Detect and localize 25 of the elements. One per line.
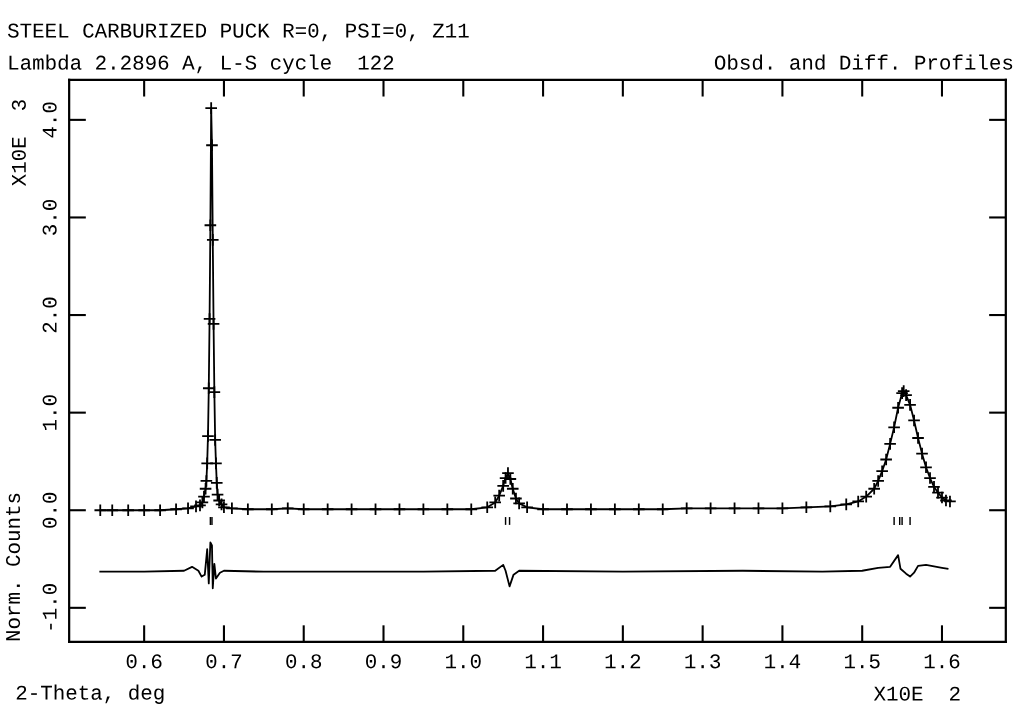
y-tick-label: 3.0 (42, 199, 57, 235)
chart-subtitle: Lambda 2.2896 A, L-S cycle 122 (9, 54, 394, 74)
y-tick-label: 4.0 (42, 102, 57, 138)
text: X10E 2 (873, 686, 960, 701)
x-axis-title: 2-Theta, deg (16, 684, 164, 704)
y-tick-label: 0.0 (42, 492, 57, 528)
x-tick-label: 1.4 (765, 654, 801, 669)
x-tick-label: 1.0 (446, 654, 481, 669)
chart-title: STEEL CARBURIZED PUCK R=0, PSI=0, Z11 (7, 23, 469, 42)
x-tick-label: 1.2 (605, 654, 641, 669)
x-tick-label: 1.1 (525, 654, 561, 669)
x-tick-label: 0.9 (366, 654, 401, 669)
x-tick-label: 1.3 (685, 654, 721, 669)
text: Obsd. and Diff. Profiles (714, 54, 1013, 70)
x-tick-label: 0.7 (206, 654, 242, 669)
x-tick-label: 1.5 (844, 654, 880, 669)
x-tick-label: 0.8 (286, 654, 322, 669)
y-tick-label: 1.0 (42, 395, 57, 430)
line-series (99, 541, 949, 590)
y-tick-label: 2.0 (42, 297, 57, 333)
x-tick-label: 0.6 (126, 654, 162, 669)
text: X10E 3 (11, 100, 26, 186)
y-axis-title: Norm. Counts (5, 493, 21, 641)
y-tick-label: -1.0 (42, 584, 57, 630)
x-tick-label: 1.6 (924, 654, 960, 669)
